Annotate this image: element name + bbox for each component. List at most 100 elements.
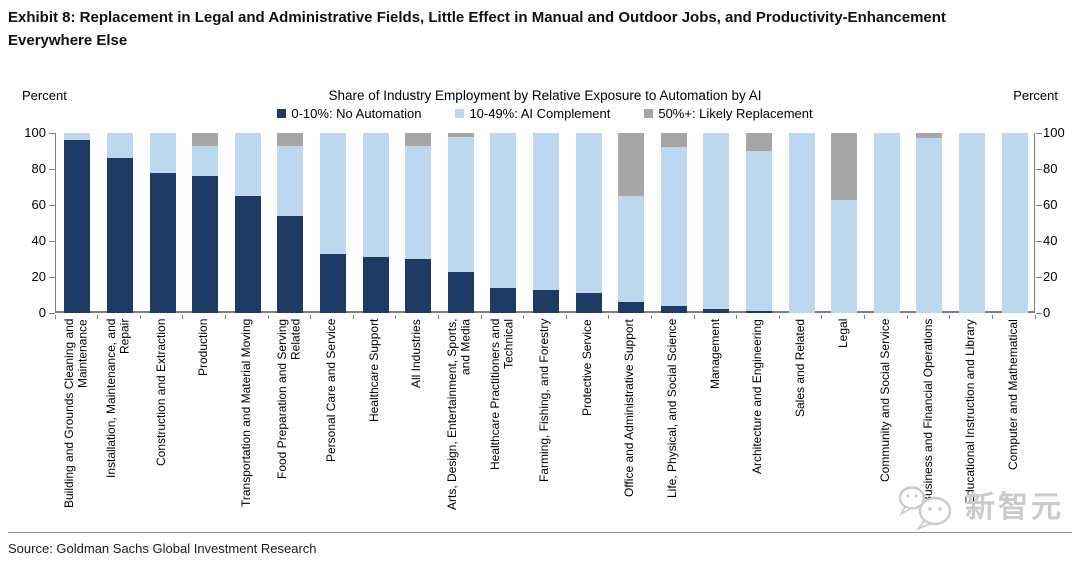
y-tick-mark	[49, 241, 55, 242]
chart-title: Share of Industry Employment by Relative…	[328, 88, 762, 103]
x-tick-mark	[352, 315, 354, 319]
bar-slot	[823, 133, 866, 313]
bar-segment-series-2	[660, 133, 687, 148]
footer-divider-line	[8, 532, 1072, 533]
legend-label: 50%+: Likely Replacement	[658, 106, 813, 121]
bar-segment-series-1	[533, 133, 559, 290]
x-tick-mark	[864, 315, 866, 319]
bar-segment-series-2	[746, 133, 773, 152]
x-tick-mark	[310, 315, 312, 319]
x-label-slot: Protective Service	[566, 319, 609, 511]
bar-slot	[525, 133, 568, 313]
x-label-slot: Farming, Fishing, and Forestry	[524, 319, 567, 511]
y-tick-label-right: 20	[1043, 269, 1058, 284]
x-category-label: Farming, Fishing, and Forestry	[537, 319, 552, 483]
x-label-slot: Building and Grounds Cleaning and Mainte…	[55, 319, 98, 511]
stacked-bar	[916, 133, 943, 313]
x-tick-mark	[565, 315, 567, 319]
x-label-slot: Sales and Related	[779, 319, 822, 511]
bar-slot	[439, 133, 482, 313]
x-category-label: Healthcare Support	[366, 319, 381, 423]
bar-slot	[695, 133, 738, 313]
x-label-slot: Life, Physical, and Social Science	[652, 319, 695, 511]
y-tick-label-left: 40	[31, 233, 46, 248]
x-label-slot: Healthcare Support	[353, 319, 396, 511]
bar-segment-series-1	[447, 136, 474, 272]
bar-segment-series-1	[106, 133, 133, 159]
bar-segment-series-0	[490, 287, 517, 313]
x-label-slot: Arts, Design, Entertainment, Sports, and…	[438, 319, 481, 511]
y-tick-mark	[1036, 133, 1042, 134]
bar-segment-series-0	[575, 293, 602, 313]
bar-segment-series-0	[149, 172, 176, 313]
chart-legend: 0-10%: No Automation 10-49%: AI Complemen…	[55, 106, 1035, 121]
y-tick-mark	[49, 313, 55, 314]
x-tick-mark	[608, 315, 610, 319]
x-category-label: Management	[707, 319, 722, 390]
y-tick-mark	[1036, 277, 1042, 278]
x-label-slot: Legal	[822, 319, 865, 511]
stacked-bar	[192, 133, 219, 313]
x-category-label: Educational Instruction and Library	[963, 319, 978, 504]
x-label-slot: Office and Administrative Support	[609, 319, 652, 511]
bar-segment-series-1	[916, 138, 943, 313]
bar-segment-series-0	[319, 253, 346, 313]
stacked-bar	[533, 133, 559, 313]
bar-segment-series-1	[788, 133, 815, 313]
bar-segment-series-0	[660, 305, 687, 313]
y-tick-mark	[49, 169, 55, 170]
x-label-slot: Architecture and Engineering	[737, 319, 780, 511]
bar-slot	[610, 133, 653, 313]
bar-segment-series-1	[618, 196, 645, 303]
x-category-label: Sales and Related	[792, 319, 807, 418]
watermark-text: 新智元	[965, 490, 1064, 524]
bar-segment-series-0	[277, 215, 304, 313]
stacked-bar	[277, 133, 304, 313]
bar-segment-series-2	[405, 133, 432, 146]
legend-item-2: 50%+: Likely Replacement	[644, 106, 813, 121]
bar-segment-series-2	[447, 133, 474, 137]
x-tick-mark	[693, 315, 695, 319]
bar-slot	[56, 133, 99, 313]
y-tick-mark	[1036, 205, 1042, 206]
stacked-bar	[106, 133, 133, 313]
stacked-bar	[660, 133, 687, 313]
bar-slot	[141, 133, 184, 313]
bar-segment-series-0	[533, 289, 559, 313]
bar-segment-series-1	[149, 133, 176, 173]
wechat-bubbles-icon	[898, 486, 952, 531]
bar-segment-series-1	[575, 133, 602, 294]
x-label-slot: Personal Care and Service	[311, 319, 354, 511]
bar-segment-series-0	[106, 158, 133, 313]
bar-segment-series-0	[234, 196, 261, 313]
x-label-slot: Community and Social Service	[865, 319, 908, 511]
x-tick-mark	[821, 315, 823, 319]
legend-label: 10-49%: AI Complement	[469, 106, 611, 121]
legend-swatch-icon	[277, 109, 287, 118]
x-tick-mark	[395, 315, 397, 319]
x-tick-mark	[437, 315, 439, 319]
legend-item-0: 0-10%: No Automation	[277, 106, 421, 121]
x-category-label: Architecture and Engineering	[750, 319, 765, 474]
x-label-slot: All Industries	[396, 319, 439, 511]
legend-label: 0-10%: No Automation	[291, 106, 422, 121]
x-tick-mark	[54, 315, 56, 319]
bar-slot	[354, 133, 397, 313]
x-category-label: Personal Care and Service	[324, 319, 339, 463]
bar-segment-series-0	[447, 271, 474, 313]
bar-slot	[993, 133, 1036, 313]
stacked-bar	[447, 133, 474, 313]
bar-slot	[397, 133, 440, 313]
stacked-bar	[703, 133, 730, 313]
bar-segment-series-0	[703, 309, 730, 313]
x-axis-category-labels: Building and Grounds Cleaning and Mainte…	[55, 319, 1035, 511]
y-tick-label-left: 0	[38, 305, 46, 320]
bar-slot	[312, 133, 355, 313]
y-tick-label-right: 60	[1043, 197, 1058, 212]
bar-segment-series-2	[831, 133, 858, 200]
bar-segment-series-2	[618, 133, 645, 197]
bar-segment-series-1	[64, 133, 91, 141]
legend-swatch-icon	[455, 109, 465, 118]
bar-slot	[269, 133, 312, 313]
